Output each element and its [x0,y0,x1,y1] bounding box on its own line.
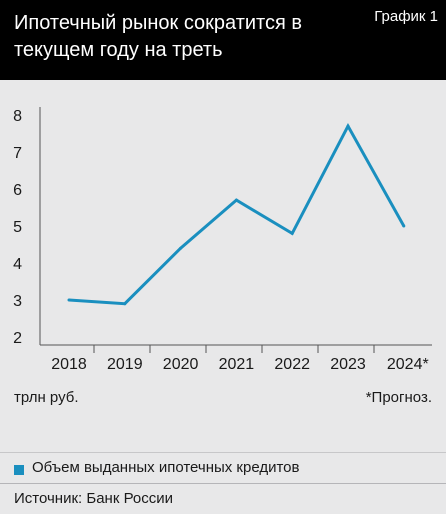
x-tick-label: 2023 [330,356,366,373]
y-tick-label: 2 [13,330,22,347]
y-tick-label: 5 [13,219,22,236]
x-tick-label: 2020 [163,356,199,373]
y-tick-label: 8 [13,108,22,125]
y-tick-label: 7 [13,145,22,162]
y-tick-label: 6 [13,182,22,199]
source-label: Источник: Банк России [14,490,174,507]
forecast-note: *Прогноз. [365,389,432,406]
legend-swatch [14,465,24,475]
data-point [179,246,183,250]
legend: Объем выданных ипотечных кредитов [0,452,446,483]
line-chart: 2 3 4 5 6 7 8 2018 2019 2020 2021 2022 2023 2024* [13,107,432,373]
x-tick-label: 2021 [219,356,255,373]
chart-header: Ипотечный рынок сократится в текущем год… [0,0,446,80]
data-point [402,224,406,228]
y-axis-unit: трлн руб. [14,389,79,406]
data-point [67,298,71,302]
source-footer: Источник: Банк России [0,483,446,514]
plot-area: 2 3 4 5 6 7 8 2018 2019 2020 2021 2022 2023 2024* [0,80,446,450]
y-tick-label: 3 [13,293,22,310]
x-tick-label: 2022 [274,356,310,373]
data-point [123,302,127,306]
data-point [290,231,294,235]
legend-label: Объем выданных ипотечных кредитов [32,459,300,476]
data-point [346,124,350,128]
x-tick-label: 2024* [387,356,429,373]
x-tick-label: 2018 [51,356,87,373]
chart-number-tag: График 1 [374,8,438,25]
data-point [234,198,238,202]
series-line [68,122,406,306]
chart-title: Ипотечный рынок сократится в текущем год… [14,12,303,61]
y-tick-label: 4 [13,256,22,273]
x-tick-label: 2019 [107,356,143,373]
